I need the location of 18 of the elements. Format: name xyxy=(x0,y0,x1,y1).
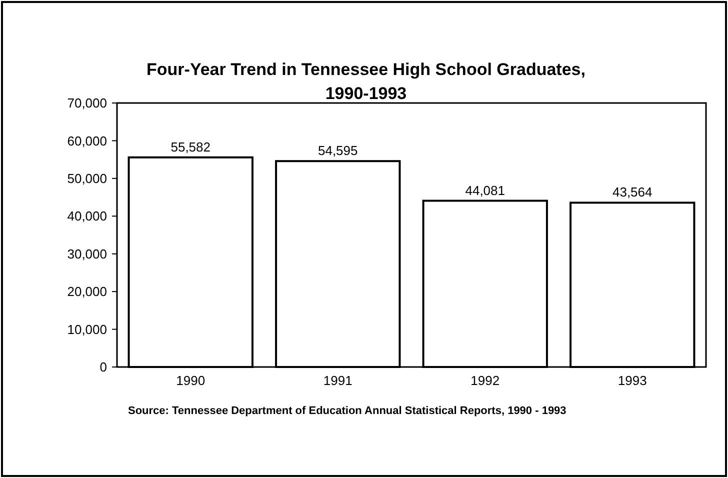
y-tick-label: 60,000 xyxy=(67,133,107,148)
y-tick-label: 10,000 xyxy=(67,322,107,337)
y-tick-label: 30,000 xyxy=(67,246,107,262)
data-label: 44,081 xyxy=(465,182,506,198)
x-tick-label: 1992 xyxy=(470,373,500,388)
y-tick-label: 40,000 xyxy=(67,208,107,224)
x-tick-label: 1991 xyxy=(323,373,352,388)
x-tick-label: 1993 xyxy=(618,373,647,388)
y-tick-label: 70,000 xyxy=(67,96,107,111)
data-label: 43,564 xyxy=(612,184,652,200)
y-tick-label: 0 xyxy=(100,360,107,375)
data-label: 55,582 xyxy=(170,139,211,154)
data-label: 54,595 xyxy=(318,143,358,158)
chart-title: Four-Year Trend in Tennessee High School Graduates, 1990-1993 xyxy=(146,60,586,103)
x-tick-label: 1990 xyxy=(176,373,206,388)
y-tick-label: 20,000 xyxy=(67,284,107,300)
y-tick-label: 50,000 xyxy=(67,170,107,186)
source-note: Source: Tennessee Department of Education Annual Statistical Reports, 1990 - 1993 xyxy=(128,405,566,417)
